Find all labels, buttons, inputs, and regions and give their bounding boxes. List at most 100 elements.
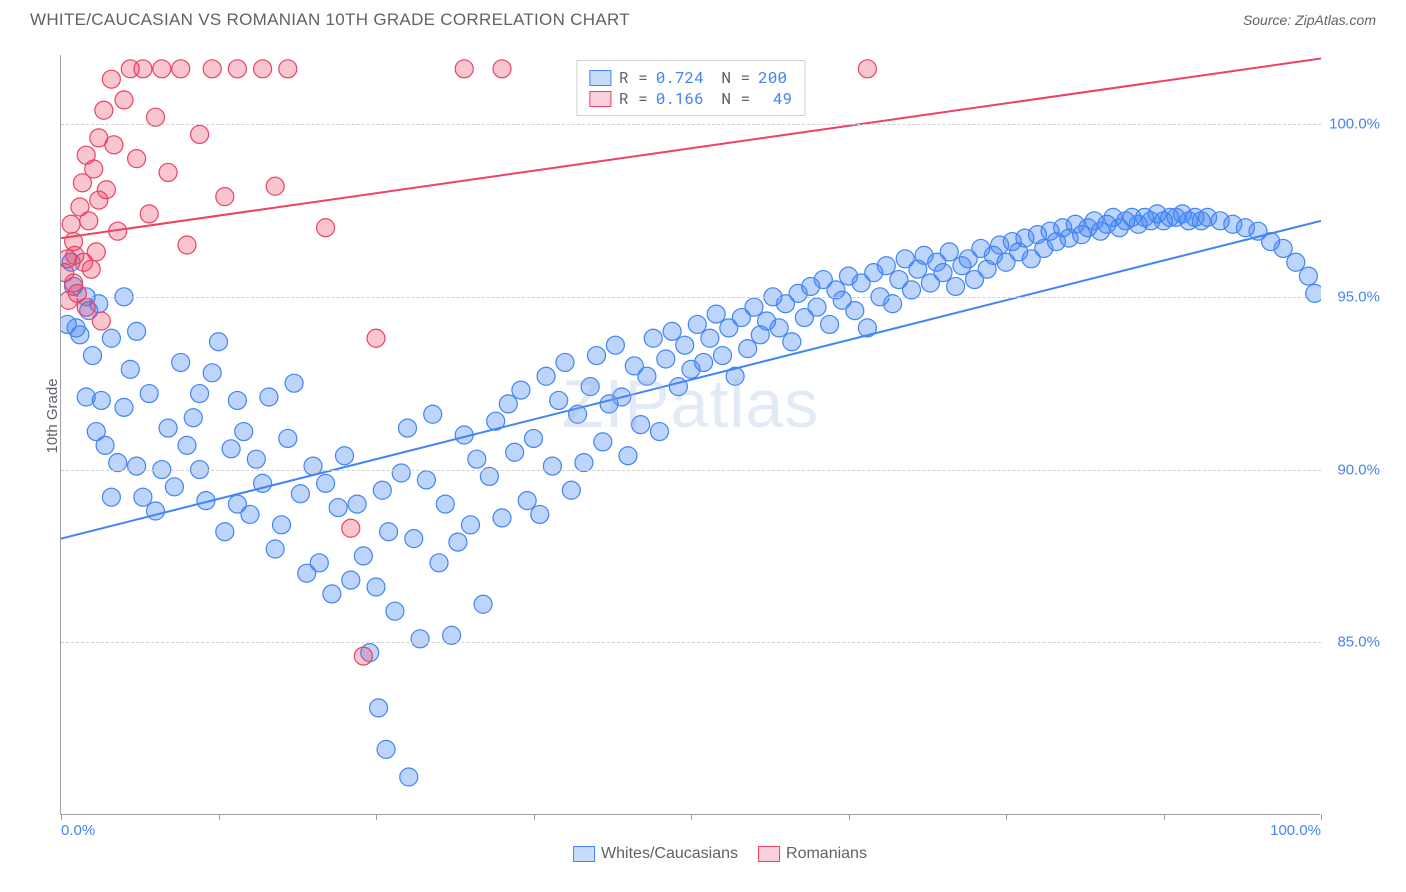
data-point [96,436,114,454]
data-point [266,540,284,558]
data-point [405,530,423,548]
data-point [178,236,196,254]
data-point [606,336,624,354]
plot-area: ZIPatlas R = 0.724 N = 200 R = 0.166 N =… [60,55,1320,815]
data-point [462,516,480,534]
data-point [676,336,694,354]
watermark: ZIPatlas [562,365,819,443]
data-point [102,70,120,88]
data-point [285,374,303,392]
data-point [808,298,826,316]
x-tick [1006,814,1007,820]
data-point [373,481,391,499]
data-point [62,215,80,233]
data-point [102,488,120,506]
data-point [228,60,246,78]
data-point [279,429,297,447]
data-point [714,347,732,365]
data-point [1287,253,1305,271]
data-point [235,423,253,441]
legend-item-2: Romanians [758,845,867,863]
data-point [531,505,549,523]
grid-line [61,297,1321,298]
data-point [178,436,196,454]
data-point [140,205,158,223]
data-point [203,364,221,382]
data-point [95,101,113,119]
data-point [506,443,524,461]
data-point [342,519,360,537]
data-point [858,60,876,78]
data-point [273,516,291,534]
data-point [222,440,240,458]
grid-line [61,642,1321,643]
y-axis-label: 10th Grade [44,378,61,453]
data-point [128,322,146,340]
legend-item-1: Whites/Caucasians [573,845,738,863]
x-tick [376,814,377,820]
x-tick [534,814,535,820]
swatch-series-1 [589,70,611,86]
x-tick [61,814,62,820]
data-point [370,699,388,717]
data-point [105,136,123,154]
data-point [254,60,272,78]
data-point [386,602,404,620]
data-point [367,329,385,347]
data-point [468,450,486,468]
data-point [449,533,467,551]
data-point [260,388,278,406]
data-point [701,329,719,347]
data-point [291,485,309,503]
data-point [216,523,234,541]
data-point [1306,284,1321,302]
legend-swatch-1 [573,846,595,862]
data-point [663,322,681,340]
chart-title: WHITE/CAUCASIAN VS ROMANIAN 10TH GRADE C… [30,10,630,30]
data-point [392,464,410,482]
legend: Whites/Caucasians Romanians [573,845,867,863]
x-tick [849,814,850,820]
data-point [739,340,757,358]
x-tick [219,814,220,820]
data-point [707,305,725,323]
data-point [87,243,105,261]
data-point [525,429,543,447]
n-value-1: 200 [758,67,787,88]
data-point [165,478,183,496]
data-point [430,554,448,572]
data-point [745,298,763,316]
legend-label-2: Romanians [786,845,867,863]
data-point [424,405,442,423]
data-point [82,260,100,278]
data-point [172,353,190,371]
data-point [128,457,146,475]
data-point [241,505,259,523]
data-point [934,264,952,282]
data-point [493,60,511,78]
data-point [266,177,284,195]
data-point [354,647,372,665]
x-tick-label: 0.0% [61,822,95,839]
x-tick [1321,814,1322,820]
data-point [279,60,297,78]
data-point [203,60,221,78]
info-row-series-1: R = 0.724 N = 200 [589,67,792,88]
data-point [191,385,209,403]
data-point [417,471,435,489]
data-point [153,60,171,78]
data-point [543,457,561,475]
data-point [380,523,398,541]
data-point [247,450,265,468]
data-point [562,481,580,499]
data-point [770,319,788,337]
data-point [783,333,801,351]
data-point [354,547,372,565]
data-point [399,419,417,437]
data-point [499,395,517,413]
data-point [85,160,103,178]
r-value-2: 0.166 [656,88,704,109]
y-tick-label: 95.0% [1337,288,1380,305]
chart-header: WHITE/CAUCASIAN VS ROMANIAN 10TH GRADE C… [0,0,1406,30]
data-point [336,447,354,465]
